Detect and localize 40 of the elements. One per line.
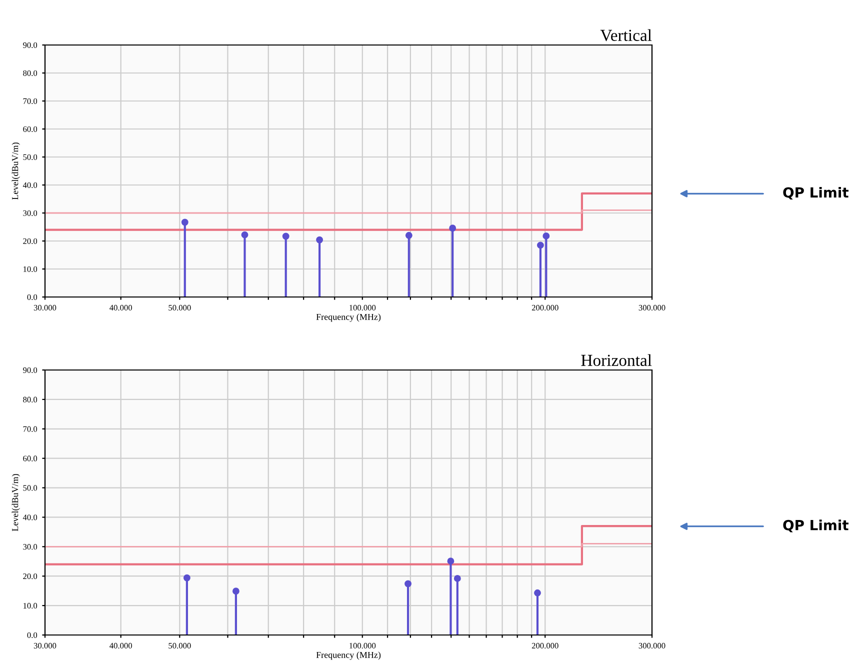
y-tick-label: 60.0	[23, 126, 38, 132]
y-tick-label: 50.0	[23, 485, 38, 491]
x-tick-label: 100.000	[350, 642, 376, 649]
y-tick-label: 80.0	[23, 70, 38, 76]
x-tick-label: 40.000	[110, 642, 132, 649]
y-tick-label: 0.0	[27, 632, 38, 638]
y-tick-label: 70.0	[23, 98, 38, 104]
y-tick-label: 30.0	[23, 544, 38, 550]
y-tick-label: 30.0	[23, 210, 38, 216]
y-tick-label: 10.0	[24, 266, 38, 272]
y-axis-title: Level(dBuV/m)	[12, 474, 20, 532]
x-tick-label: 50.000	[168, 642, 191, 649]
y-tick-label: 90.0	[23, 42, 38, 48]
y-tick-label: 90.0	[23, 367, 38, 374]
y-tick-label: 40.0	[22, 182, 38, 188]
x-tick-label: 40.000	[110, 304, 132, 311]
y-tick-label: 0.0	[27, 294, 38, 300]
text: QP Limit	[783, 520, 848, 532]
x-tick-label: 200.000	[532, 642, 558, 649]
x-tick-label: 30.000	[34, 304, 56, 311]
y-tick-label: 60.0	[23, 456, 38, 462]
y-tick-label: 20.0	[23, 238, 38, 244]
y-tick-label: 20.0	[23, 573, 38, 580]
y-tick-label: 10.0	[24, 602, 38, 609]
x-tick-label: 300.000	[638, 642, 666, 649]
text: QP Limit	[783, 186, 848, 200]
x-tick-label: 200.000	[532, 304, 558, 311]
x-tick-label: 100.000	[350, 304, 376, 311]
chart-title: Horizontal	[581, 354, 652, 366]
y-tick-label: 80.0	[23, 396, 38, 402]
x-tick-label: 50.000	[168, 304, 191, 311]
x-tick-label: 30.000	[34, 642, 56, 649]
x-axis-title: Frequency (MHz)	[316, 652, 381, 660]
x-axis-title: Frequency (MHz)	[316, 314, 381, 322]
chart-title: Vertical	[600, 29, 652, 42]
y-tick-label: 50.0	[23, 154, 38, 160]
y-tick-label: 70.0	[23, 426, 38, 432]
x-tick-label: 300.000	[638, 304, 666, 311]
y-tick-label: 40.0	[22, 514, 38, 520]
y-axis-title: Level(dBuV/m)	[12, 142, 20, 200]
